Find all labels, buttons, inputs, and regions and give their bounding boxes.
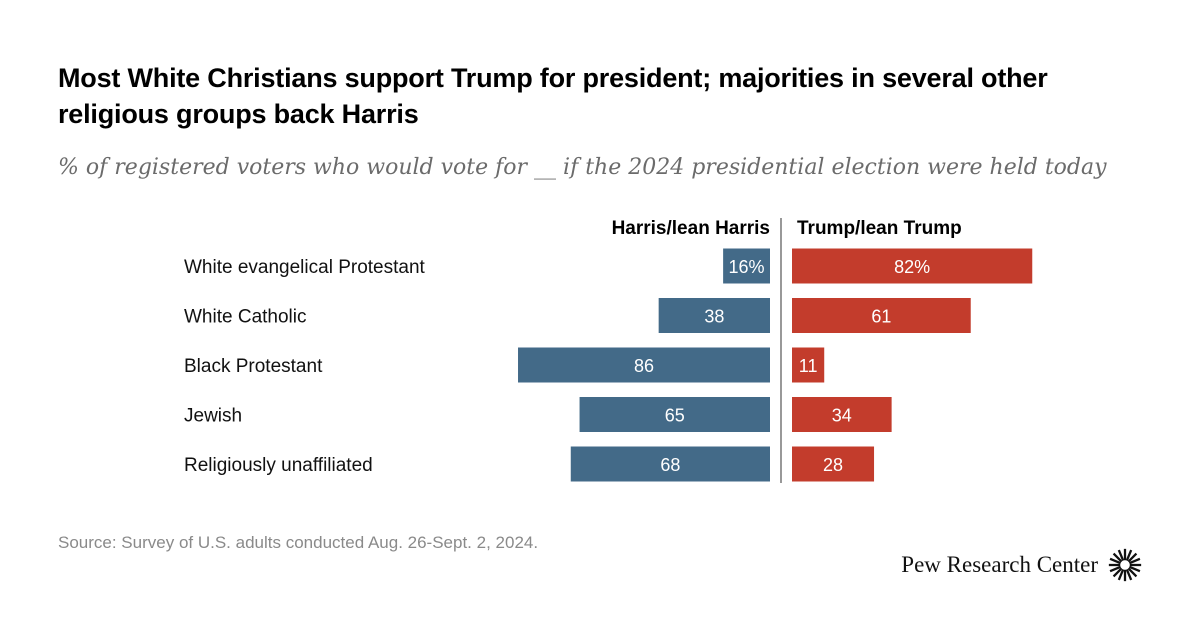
- harris-column-header: Harris/lean Harris: [612, 218, 770, 239]
- sunburst-ray: [1127, 567, 1138, 578]
- trump-value-label: 82%: [894, 257, 930, 277]
- harris-value-label: 38: [704, 307, 724, 327]
- sunburst-ray: [1128, 565, 1141, 573]
- harris-bar: [518, 347, 770, 383]
- trump-value-label: 28: [823, 455, 843, 475]
- harris-bar: [570, 446, 770, 482]
- harris-bar: [579, 397, 770, 432]
- trump-value-label: 34: [832, 406, 852, 426]
- trump-value-label: 61: [871, 307, 891, 327]
- trump-bar: [792, 347, 825, 383]
- category-label: Jewish: [184, 406, 242, 427]
- sunburst-ray: [1127, 552, 1138, 563]
- category-label: Black Protestant: [184, 356, 323, 377]
- category-label: White evangelical Protestant: [184, 257, 426, 278]
- source-note: Source: Survey of U.S. adults conducted …: [58, 533, 539, 552]
- sunburst-ray: [1117, 549, 1125, 562]
- sunburst-ray: [1117, 568, 1125, 581]
- trump-value-label: 11: [799, 356, 818, 376]
- sunburst-ray: [1109, 557, 1122, 565]
- sunburst-ray: [1128, 557, 1141, 565]
- sunburst-ray: [1109, 565, 1122, 573]
- harris-value-label: 68: [660, 455, 680, 475]
- category-label: White Catholic: [184, 307, 307, 328]
- trump-bar: [792, 397, 892, 432]
- pew-logo: Pew Research Center: [901, 546, 1144, 584]
- sunburst-ray: [1112, 567, 1123, 578]
- category-label: Religiously unaffiliated: [184, 455, 373, 476]
- trump-bar: [792, 298, 971, 333]
- harris-value-label: 86: [634, 356, 654, 376]
- logo-text: Pew Research Center: [901, 552, 1098, 577]
- harris-bar: [658, 298, 770, 333]
- sunburst-logo-icon: [1108, 548, 1142, 582]
- harris-bar: [723, 248, 770, 284]
- harris-value-label: 65: [665, 406, 685, 426]
- trump-bar: [792, 248, 1033, 284]
- sunburst-ray: [1125, 568, 1133, 581]
- harris-value-label: 16%: [729, 257, 765, 277]
- chart-title: Most White Christians support Trump for …: [58, 63, 1048, 129]
- trump-bar: [792, 446, 875, 482]
- sunburst-ray: [1112, 552, 1123, 563]
- sunburst-ray: [1125, 549, 1133, 562]
- chart-subtitle: % of registered voters who would vote fo…: [58, 155, 1107, 180]
- trump-column-header: Trump/lean Trump: [797, 218, 962, 239]
